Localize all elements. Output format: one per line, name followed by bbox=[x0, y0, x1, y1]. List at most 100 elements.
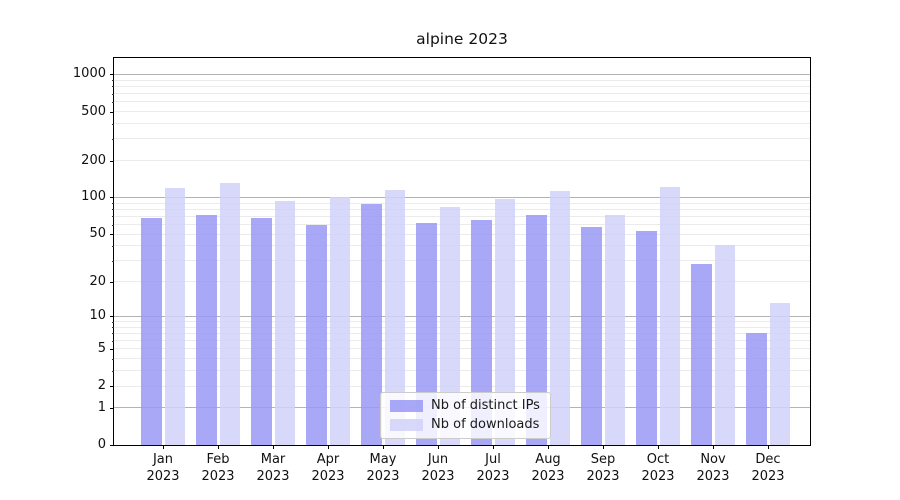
x-tick-label-jul: Jul 2023 bbox=[469, 452, 517, 485]
y-tick-20 bbox=[110, 281, 114, 283]
x-tick-label-jan: Jan 2023 bbox=[139, 452, 187, 485]
gridline-y-600 bbox=[114, 101, 810, 103]
x-tick-feb bbox=[218, 445, 219, 449]
y-minor-tick-4 bbox=[111, 358, 114, 360]
gridline-y-40 bbox=[114, 245, 810, 247]
legend-entry-distinct-ips: Nb of distinct IPs bbox=[390, 398, 540, 413]
bar-distinct-ips-sep bbox=[581, 227, 602, 445]
y-tick-label-20: 20 bbox=[89, 273, 106, 289]
gridline-y-30 bbox=[114, 260, 810, 262]
gridline-y-7 bbox=[114, 332, 810, 334]
legend-swatch-downloads bbox=[390, 418, 423, 431]
x-tick-label-apr: Apr 2023 bbox=[304, 452, 352, 485]
chart-title: alpine 2023 bbox=[416, 30, 508, 48]
y-tick-200 bbox=[110, 160, 114, 162]
bar-downloads-dec bbox=[769, 303, 790, 445]
gridline-y-60 bbox=[114, 224, 810, 225]
x-tick-jan bbox=[163, 445, 164, 449]
y-tick-5 bbox=[110, 348, 114, 350]
plot-area bbox=[113, 57, 811, 446]
y-tick-50 bbox=[110, 234, 114, 236]
gridline-y-400 bbox=[114, 123, 810, 124]
bar-distinct-ips-nov bbox=[691, 264, 712, 445]
bar-distinct-ips-apr bbox=[306, 225, 327, 445]
x-tick-label-year: 2023 bbox=[586, 468, 620, 484]
x-tick-sep bbox=[603, 445, 604, 449]
y-tick-1 bbox=[110, 407, 114, 409]
x-tick-label-year: 2023 bbox=[146, 468, 180, 484]
y-minor-tick-40 bbox=[111, 245, 114, 247]
x-tick-label-nov: Nov 2023 bbox=[689, 452, 737, 485]
y-tick-0 bbox=[110, 445, 114, 446]
x-tick-jul bbox=[493, 445, 494, 449]
x-tick-label-year: 2023 bbox=[751, 468, 785, 484]
bar-distinct-ips-dec bbox=[746, 333, 767, 445]
bar-downloads-mar bbox=[274, 200, 295, 445]
y-minor-tick-800 bbox=[111, 86, 114, 88]
legend-swatch-distinct-ips bbox=[390, 399, 423, 412]
x-tick-label-dec: Dec 2023 bbox=[744, 452, 792, 485]
gridline-y-90 bbox=[114, 202, 810, 204]
gridline-y-4 bbox=[114, 358, 810, 360]
y-minor-tick-7 bbox=[111, 333, 114, 335]
gridline-y-6 bbox=[114, 340, 810, 342]
x-tick-mar bbox=[273, 445, 274, 449]
bar-downloads-oct bbox=[659, 186, 680, 445]
y-minor-tick-9 bbox=[111, 321, 114, 323]
gridline-y-900 bbox=[114, 79, 810, 81]
bar-distinct-ips-oct bbox=[636, 231, 657, 445]
y-minor-tick-8 bbox=[111, 327, 114, 329]
x-tick-nov bbox=[713, 445, 714, 449]
gridline-y-10 bbox=[114, 315, 810, 317]
gridline-y-8 bbox=[114, 326, 810, 328]
y-minor-tick-6 bbox=[111, 340, 114, 342]
x-tick-label-year: 2023 bbox=[311, 468, 345, 484]
gridline-y-500 bbox=[114, 111, 810, 113]
y-tick-label-1000: 1000 bbox=[72, 66, 106, 82]
x-tick-jun bbox=[438, 445, 439, 449]
gridline-y-100 bbox=[114, 196, 810, 198]
bar-distinct-ips-feb bbox=[196, 214, 217, 445]
y-tick-label-500: 500 bbox=[81, 103, 106, 119]
bar-distinct-ips-mar bbox=[251, 217, 272, 445]
y-tick-2 bbox=[110, 386, 114, 388]
x-tick-aug bbox=[548, 445, 549, 449]
y-minor-tick-700 bbox=[111, 93, 114, 95]
legend-label-distinct-ips: Nb of distinct IPs bbox=[431, 398, 540, 413]
bar-distinct-ips-may bbox=[361, 203, 382, 445]
y-tick-label-1: 1 bbox=[97, 399, 106, 415]
gridline-y-80 bbox=[114, 208, 810, 210]
legend-entry-downloads: Nb of downloads bbox=[390, 417, 540, 432]
bar-distinct-ips-jul bbox=[471, 220, 492, 445]
y-minor-tick-60 bbox=[111, 224, 114, 226]
gridline-y-50 bbox=[114, 233, 810, 235]
bar-distinct-ips-aug bbox=[526, 214, 547, 445]
y-tick-label-50: 50 bbox=[89, 226, 106, 242]
gridline-y-2 bbox=[114, 385, 810, 387]
y-tick-label-10: 10 bbox=[89, 308, 106, 324]
bar-downloads-aug bbox=[549, 190, 570, 445]
y-minor-tick-80 bbox=[111, 209, 114, 211]
y-tick-label-0: 0 bbox=[97, 437, 106, 452]
y-tick-label-100: 100 bbox=[81, 189, 106, 205]
gridline-y-1000 bbox=[114, 73, 810, 75]
x-tick-dec bbox=[768, 445, 769, 449]
y-minor-tick-70 bbox=[111, 216, 114, 218]
y-tick-100 bbox=[110, 197, 114, 199]
x-tick-label-jun: Jun 2023 bbox=[414, 452, 462, 485]
x-tick-label-year: 2023 bbox=[531, 468, 565, 484]
x-tick-label-mar: Mar 2023 bbox=[249, 452, 297, 485]
gridline-y-9 bbox=[114, 321, 810, 322]
x-tick-may bbox=[383, 445, 384, 449]
x-tick-label-year: 2023 bbox=[256, 468, 290, 484]
gridline-y-20 bbox=[114, 281, 810, 283]
y-tick-10 bbox=[110, 316, 114, 318]
y-tick-label-5: 5 bbox=[97, 340, 106, 356]
bar-downloads-feb bbox=[219, 183, 240, 445]
y-minor-tick-3 bbox=[111, 370, 114, 372]
bar-downloads-may bbox=[384, 190, 405, 445]
x-tick-label-aug: Aug 2023 bbox=[524, 452, 572, 485]
gridline-y-200 bbox=[114, 160, 810, 162]
bar-downloads-apr bbox=[329, 196, 350, 445]
